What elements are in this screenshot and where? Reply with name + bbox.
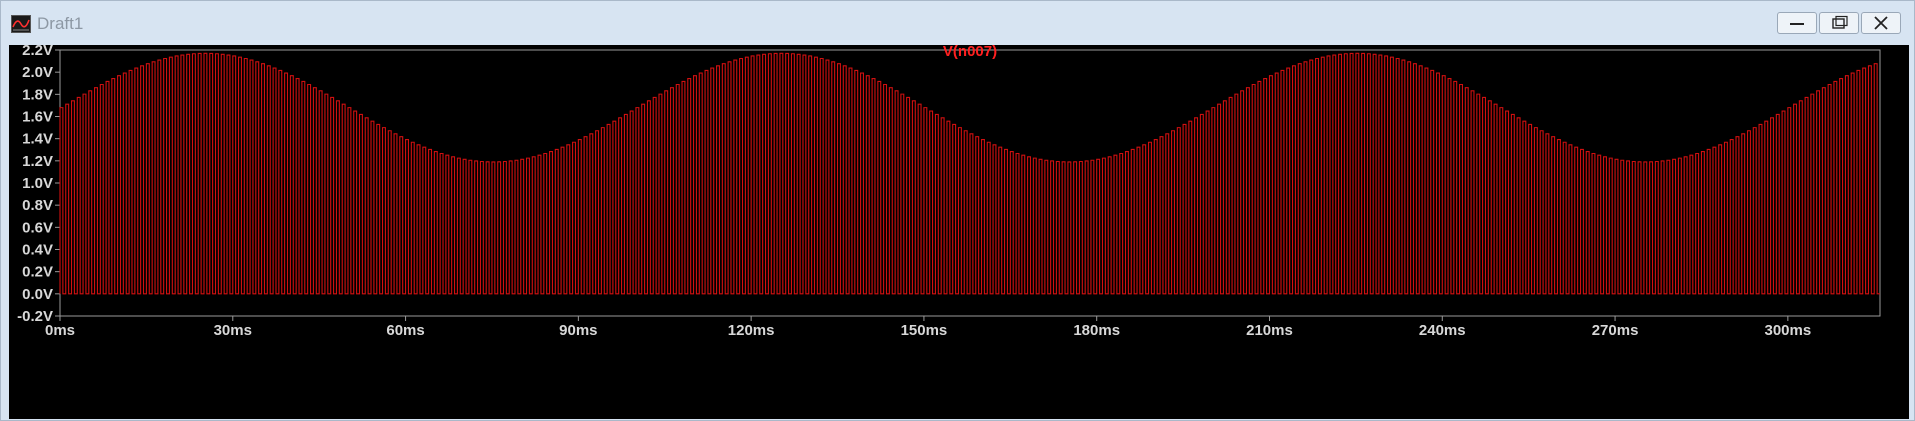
x-tick-label: 240ms [1419, 322, 1466, 339]
y-tick-label: 1.0V [22, 175, 53, 192]
x-tick-label: 180ms [1073, 322, 1120, 339]
y-tick-label: 0.4V [22, 242, 53, 259]
close-button[interactable] [1861, 12, 1901, 34]
restore-button[interactable] [1819, 12, 1859, 34]
x-tick-label: 90ms [559, 322, 597, 339]
waveform-chart[interactable]: V(n007) -0.2V 0.0V 0.2V 0.4V 0.6V 0.8V 1.0V 1.2V… [9, 45, 1909, 419]
y-tick-label: -0.2V [17, 308, 53, 325]
minimize-icon [1790, 23, 1804, 25]
y-tick-label: 1.2V [22, 153, 53, 170]
y-tick-label: 0.2V [22, 264, 53, 281]
series-v-n007-line [59, 52, 1880, 295]
x-tick-label: 210ms [1246, 322, 1293, 339]
x-tick-label: 60ms [386, 322, 424, 339]
x-tick-label: 150ms [901, 322, 948, 339]
y-tick-label: 1.8V [22, 86, 53, 103]
chart-title: V(n007) [943, 45, 997, 60]
window-title: Draft1 [37, 14, 84, 33]
y-tick-label: 1.6V [22, 109, 53, 126]
y-tick-label: 1.4V [22, 131, 53, 148]
x-tick-label: 120ms [728, 322, 775, 339]
plot-area[interactable]: V(n007) -0.2V 0.0V 0.2V 0.4V 0.6V 0.8V 1.0V 1.2V… [9, 45, 1909, 419]
y-tick-label: 0.0V [22, 286, 53, 303]
y-tick-label: 0.8V [22, 197, 53, 214]
y-tick-label: 2.2V [22, 45, 53, 59]
x-tick-label: 0ms [45, 322, 75, 339]
x-tick-label: 30ms [214, 322, 252, 339]
title-bar[interactable]: Draft1 [1, 1, 1914, 45]
close-icon [1874, 16, 1888, 30]
y-tick-label: 2.0V [22, 64, 53, 81]
x-tick-label: 300ms [1764, 322, 1811, 339]
waveform-app-icon [11, 15, 31, 33]
x-tick-label: 270ms [1592, 322, 1639, 339]
minimize-button[interactable] [1777, 12, 1817, 34]
y-tick-label: 0.6V [22, 219, 53, 236]
restore-icon [1832, 15, 1848, 29]
